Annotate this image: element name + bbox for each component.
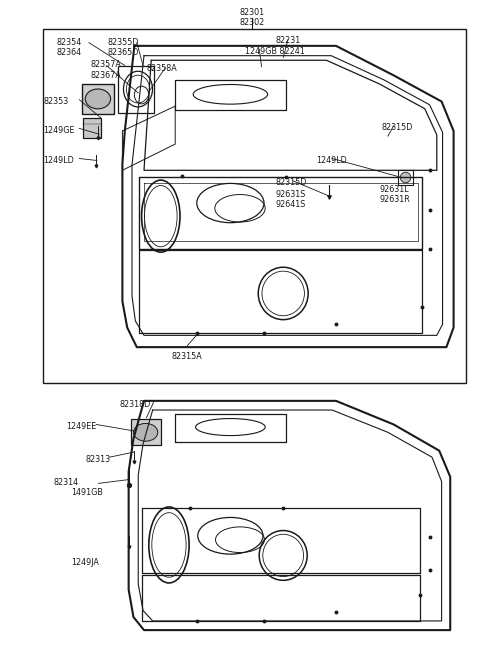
Ellipse shape [400, 172, 411, 183]
FancyBboxPatch shape [82, 84, 114, 114]
Text: 82314: 82314 [54, 478, 79, 487]
Text: 82301
82302: 82301 82302 [240, 8, 264, 28]
Ellipse shape [133, 423, 158, 441]
Text: 92631S
92641S: 92631S 92641S [276, 190, 306, 210]
Text: 82231: 82231 [276, 36, 301, 45]
Text: 1249LD: 1249LD [316, 156, 347, 165]
Text: 1249LD: 1249LD [43, 156, 74, 165]
Text: 82354
82364: 82354 82364 [57, 38, 82, 58]
Text: 82315A: 82315A [172, 352, 203, 362]
Text: 82357A
82367A: 82357A 82367A [90, 60, 121, 80]
Bar [83, 118, 101, 138]
Text: 1249GE: 1249GE [43, 126, 75, 135]
Text: 82315D: 82315D [276, 178, 307, 187]
Text: 1249EE: 1249EE [66, 422, 96, 432]
Ellipse shape [85, 89, 110, 109]
Text: 1491GB: 1491GB [71, 488, 103, 497]
Text: 82358A: 82358A [146, 64, 177, 73]
Text: 82318D: 82318D [119, 400, 150, 409]
Text: 82353: 82353 [43, 97, 69, 106]
Bar [131, 419, 161, 445]
Text: 92631L
92631R: 92631L 92631R [379, 185, 410, 204]
Bar [43, 29, 466, 383]
Text: 1249JA: 1249JA [71, 558, 99, 567]
Text: 82355D
82365D: 82355D 82365D [108, 38, 140, 58]
Bar [118, 66, 154, 113]
Text: 82315D: 82315D [382, 123, 413, 132]
Text: 82313: 82313 [85, 455, 110, 464]
Text: 1249GB 82241: 1249GB 82241 [245, 47, 304, 56]
